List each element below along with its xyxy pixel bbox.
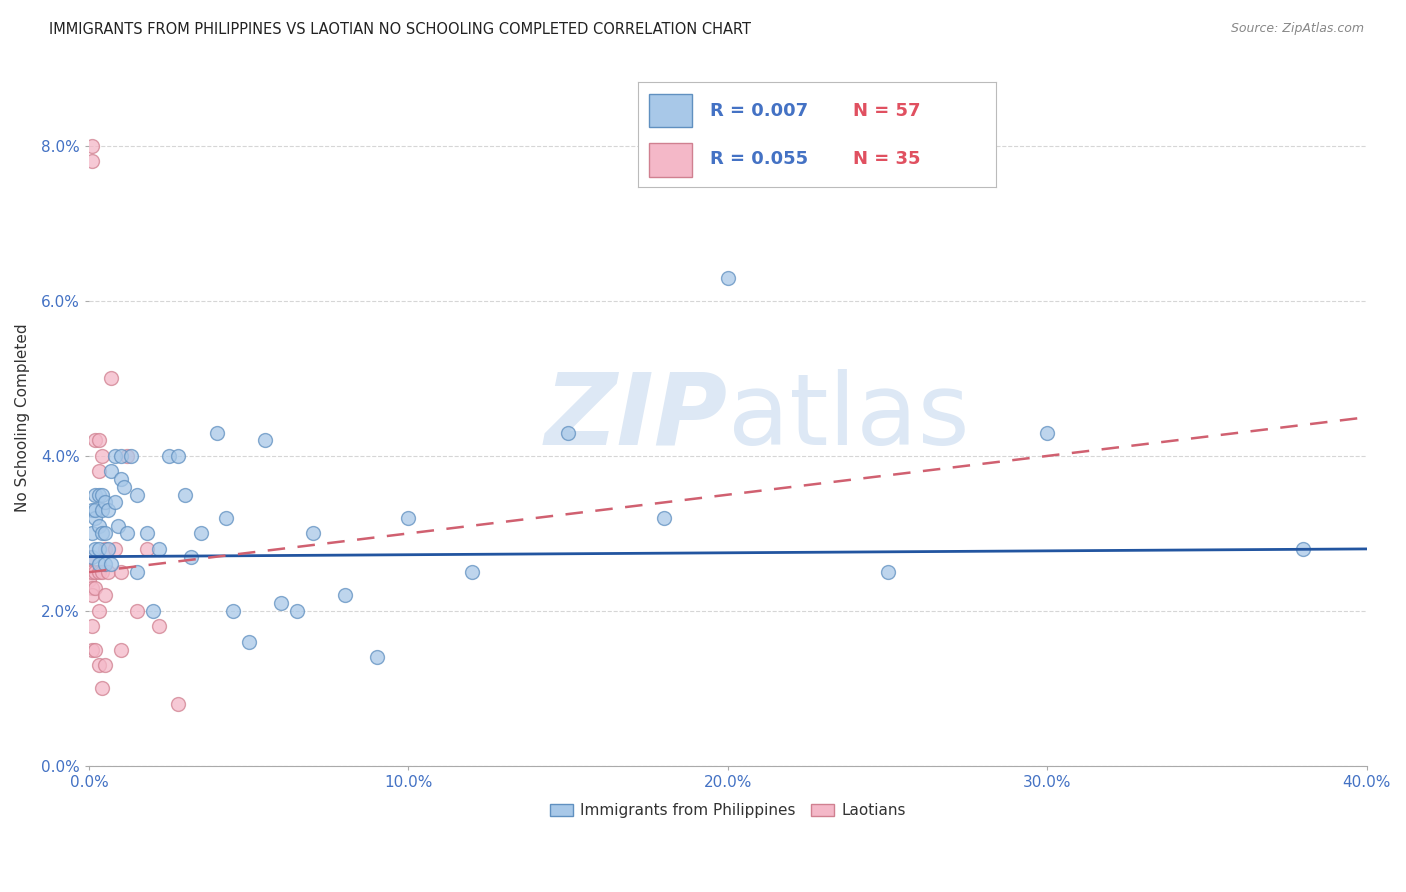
Point bbox=[87, 488, 110, 502]
Point bbox=[77, 565, 100, 579]
Point bbox=[557, 425, 579, 440]
Point bbox=[125, 565, 148, 579]
Point bbox=[100, 371, 122, 385]
Point bbox=[253, 434, 276, 448]
Point bbox=[82, 526, 104, 541]
Point bbox=[82, 549, 104, 564]
Point bbox=[87, 558, 110, 572]
Point bbox=[84, 642, 107, 657]
Point bbox=[82, 642, 104, 657]
Point bbox=[142, 604, 165, 618]
Point bbox=[398, 511, 420, 525]
Point bbox=[94, 558, 117, 572]
Point bbox=[652, 511, 675, 525]
Point bbox=[87, 434, 110, 448]
Point bbox=[87, 541, 110, 556]
Point bbox=[301, 526, 323, 541]
Point bbox=[167, 449, 190, 463]
Text: atlas: atlas bbox=[728, 368, 970, 466]
Point bbox=[238, 635, 260, 649]
Point bbox=[205, 425, 228, 440]
Point bbox=[82, 619, 104, 633]
Point bbox=[77, 549, 100, 564]
Point bbox=[84, 541, 107, 556]
Point bbox=[90, 449, 112, 463]
Point bbox=[90, 526, 112, 541]
Point bbox=[125, 488, 148, 502]
Point bbox=[461, 565, 484, 579]
Point bbox=[90, 503, 112, 517]
Point bbox=[84, 488, 107, 502]
Point bbox=[100, 465, 122, 479]
Point bbox=[285, 604, 308, 618]
Point bbox=[120, 449, 142, 463]
Text: IMMIGRANTS FROM PHILIPPINES VS LAOTIAN NO SCHOOLING COMPLETED CORRELATION CHART: IMMIGRANTS FROM PHILIPPINES VS LAOTIAN N… bbox=[49, 22, 751, 37]
Point bbox=[157, 449, 180, 463]
Point bbox=[173, 488, 195, 502]
Point bbox=[180, 549, 202, 564]
Point bbox=[87, 658, 110, 673]
Point bbox=[148, 619, 170, 633]
Point bbox=[112, 480, 135, 494]
Legend: Immigrants from Philippines, Laotians: Immigrants from Philippines, Laotians bbox=[544, 797, 912, 824]
Point bbox=[270, 596, 292, 610]
Point bbox=[333, 588, 356, 602]
Point bbox=[717, 270, 740, 285]
Point bbox=[110, 642, 132, 657]
Point bbox=[110, 472, 132, 486]
Point bbox=[82, 154, 104, 169]
Point bbox=[190, 526, 212, 541]
Point bbox=[82, 588, 104, 602]
Point bbox=[94, 495, 117, 509]
Point bbox=[84, 565, 107, 579]
Point bbox=[82, 565, 104, 579]
Point bbox=[117, 449, 139, 463]
Point bbox=[77, 573, 100, 587]
Point bbox=[90, 488, 112, 502]
Point bbox=[87, 465, 110, 479]
Point bbox=[84, 581, 107, 595]
Point bbox=[215, 511, 238, 525]
Point bbox=[82, 581, 104, 595]
Point bbox=[84, 434, 107, 448]
Point bbox=[87, 604, 110, 618]
Point bbox=[100, 558, 122, 572]
Point bbox=[103, 495, 125, 509]
Point bbox=[876, 565, 898, 579]
Point bbox=[222, 604, 245, 618]
Y-axis label: No Schooling Completed: No Schooling Completed bbox=[15, 323, 30, 511]
Point bbox=[135, 541, 157, 556]
Point bbox=[84, 503, 107, 517]
Text: Source: ZipAtlas.com: Source: ZipAtlas.com bbox=[1230, 22, 1364, 36]
Point bbox=[87, 518, 110, 533]
Point bbox=[107, 518, 129, 533]
Point bbox=[94, 588, 117, 602]
Point bbox=[84, 511, 107, 525]
Point bbox=[90, 565, 112, 579]
Point bbox=[1036, 425, 1059, 440]
Point bbox=[97, 503, 120, 517]
Point bbox=[94, 526, 117, 541]
Point bbox=[167, 697, 190, 711]
Point bbox=[103, 449, 125, 463]
Point bbox=[148, 541, 170, 556]
Point bbox=[366, 650, 388, 665]
Text: ZIP: ZIP bbox=[546, 368, 728, 466]
Point bbox=[87, 565, 110, 579]
Point bbox=[135, 526, 157, 541]
Point bbox=[110, 449, 132, 463]
Point bbox=[125, 604, 148, 618]
Point bbox=[82, 139, 104, 153]
Point bbox=[1292, 541, 1315, 556]
Point bbox=[110, 565, 132, 579]
Point bbox=[97, 565, 120, 579]
Point bbox=[97, 541, 120, 556]
Point bbox=[94, 658, 117, 673]
Point bbox=[90, 681, 112, 696]
Point bbox=[94, 541, 117, 556]
Point bbox=[117, 526, 139, 541]
Point bbox=[103, 541, 125, 556]
Point bbox=[82, 503, 104, 517]
